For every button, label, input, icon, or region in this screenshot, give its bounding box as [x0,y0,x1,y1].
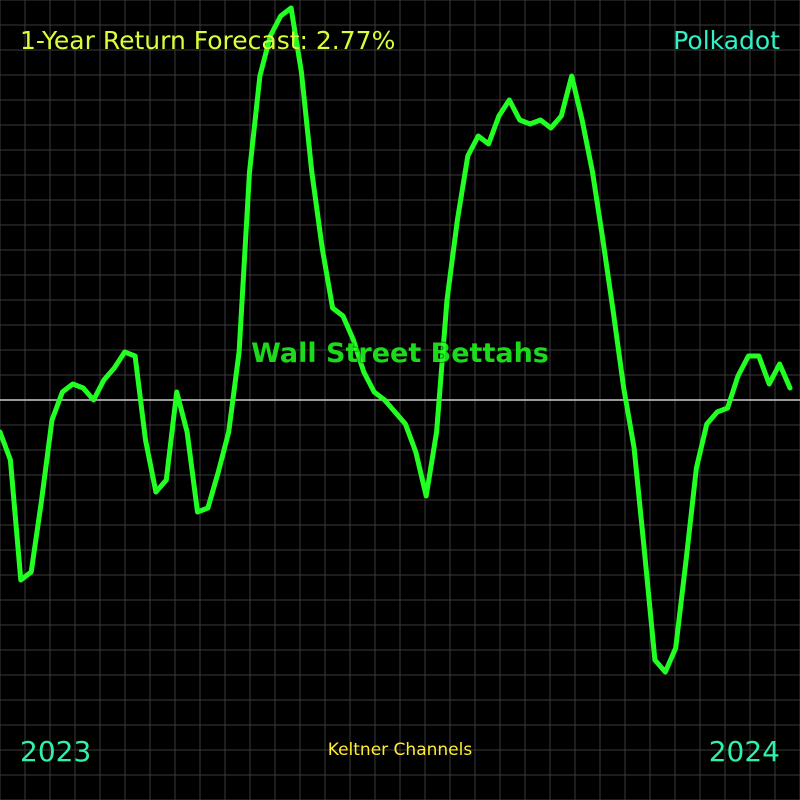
asset-name: Polkadot [673,26,780,55]
indicator-label: Keltner Channels [327,740,473,760]
x-axis-end-year: 2024 [708,735,780,768]
x-axis-start-year: 2023 [20,735,92,768]
watermark-text: Wall Street Bettahs [251,338,549,369]
forecast-title: 1-Year Return Forecast: 2.77% [20,26,396,55]
forecast-series-line [0,5,793,675]
